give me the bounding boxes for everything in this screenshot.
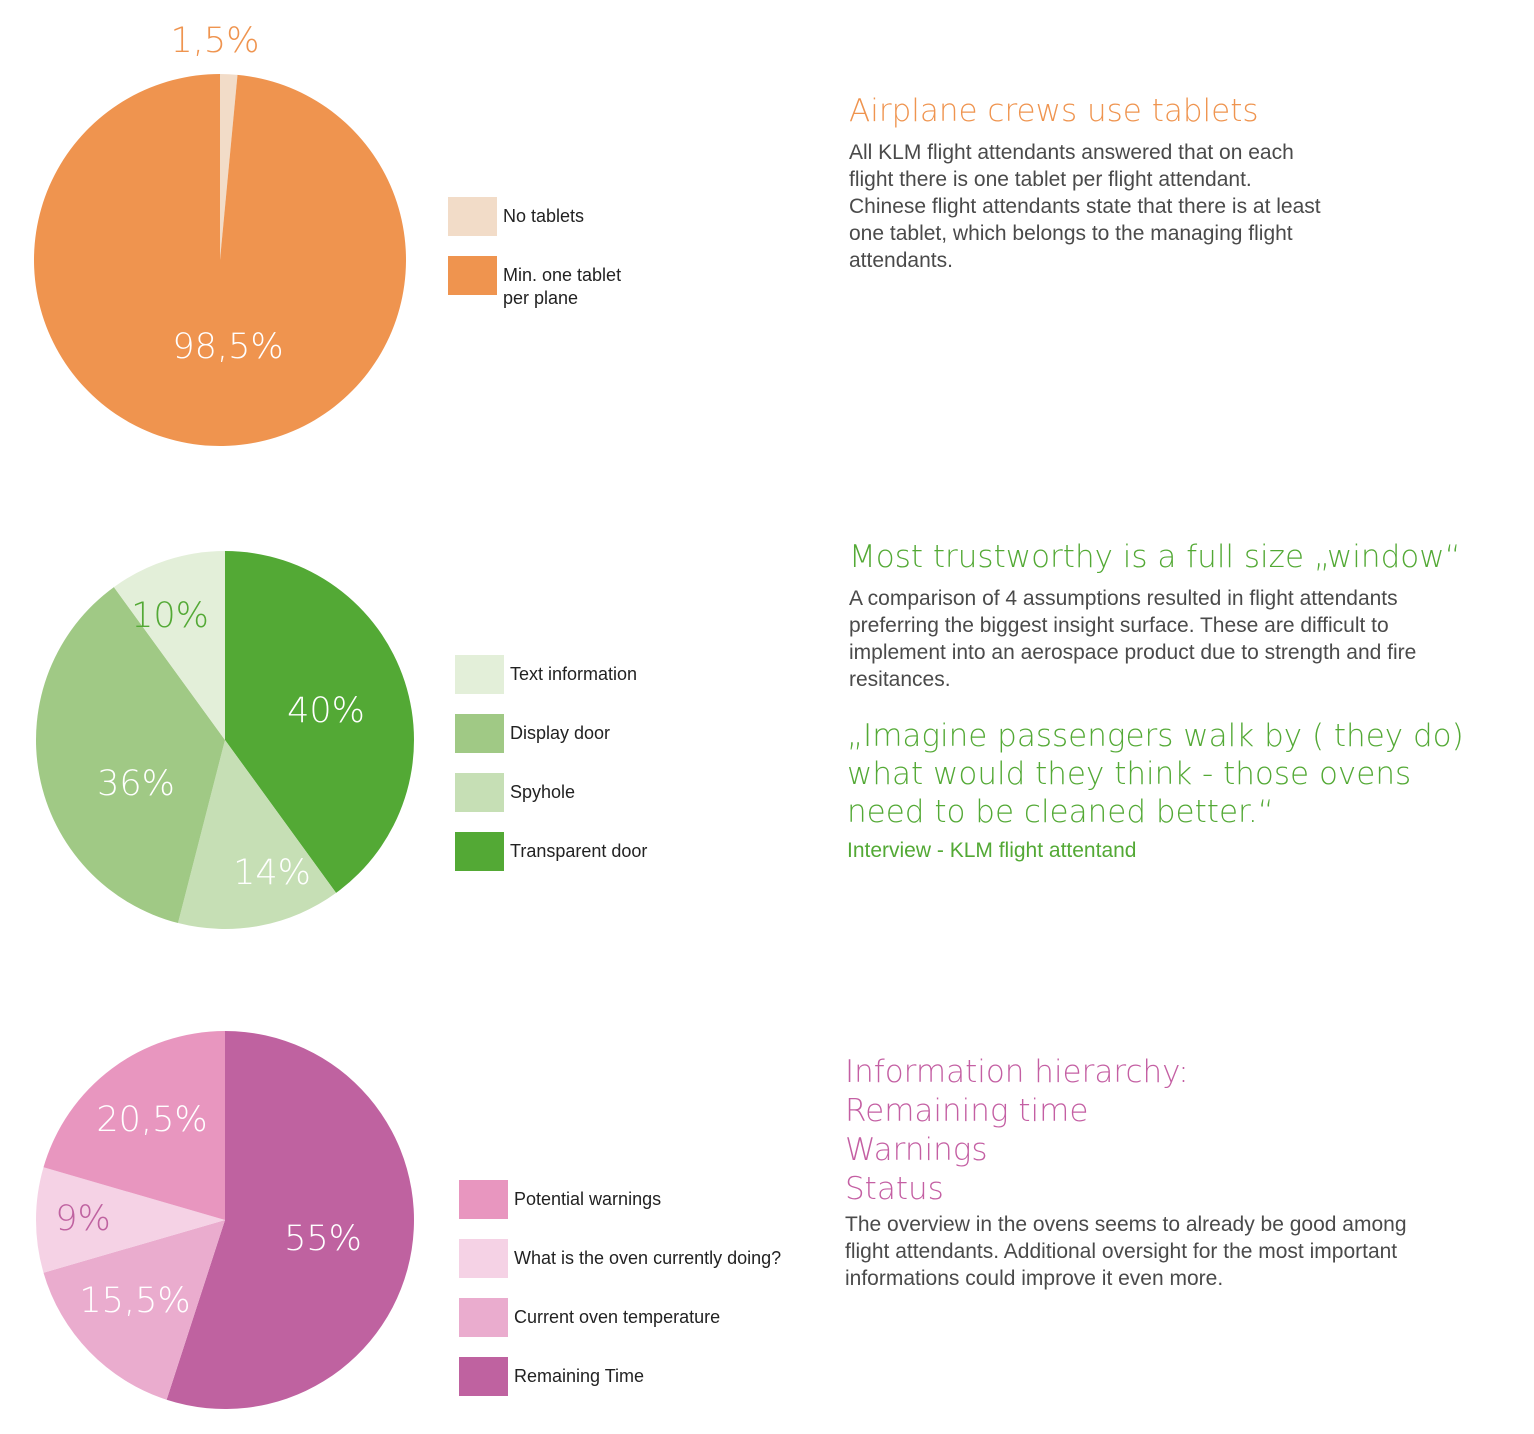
pie-slice [43,1031,226,1220]
pie-slice [177,740,337,929]
legend-swatch [459,1180,508,1219]
slice-value-label: 10% [131,596,209,636]
legend-item: Display door [455,714,647,753]
heading-line: Information hierarchy: [845,1054,1189,1090]
legend-window: Text information Display door Spyhole Trans… [455,655,647,891]
legend-swatch [455,655,504,694]
pie-slice [43,1220,226,1400]
legend-item: Min. one tablet per plane [448,256,621,308]
slice-value-label: 20,5% [96,1100,207,1140]
heading-line: Airplane crews use tablets [849,93,1259,129]
legend-item: Potential warnings [459,1180,781,1219]
quote-attribution: Interview - KLM flight attentand [847,839,1137,862]
pie-chart-information: 55% 15,5% 9% 20,5% [35,1031,414,1409]
heading-line: Status [845,1171,944,1207]
pie-slice [34,74,406,446]
pie-slice [166,1031,414,1409]
legend-label: What is the oven currently doing? [514,1248,782,1268]
legend-label: Text information [510,664,638,684]
section-tablets: Airplane crews use tablets All KLM fligh… [849,92,1329,274]
legend-label: Remaining Time [514,1366,645,1386]
legend-label: Potential warnings [514,1189,662,1209]
section-heading: Most trustworthy is a full size „window“ [849,538,1489,577]
section-body: The overview in the ovens seems to alrea… [845,1213,1407,1290]
pie-slice [220,74,238,260]
legend-label: Spyhole [510,782,576,802]
legend-swatch [459,1357,508,1396]
legend-item: Spyhole [455,773,647,812]
legend-label: Current oven temperature [514,1307,721,1327]
legend-item: Current oven temperature [459,1298,781,1337]
slice-value-label: 98,5% [172,327,283,367]
legend-swatch [455,773,504,812]
pie-chart-window: 40% 14% 36% 10% [35,551,414,929]
legend-swatch [455,714,504,753]
heading-line: Remaining time [845,1093,1089,1129]
pie-slice [113,551,225,740]
pie-slice [225,551,414,893]
legend-item: No tablets [448,197,621,236]
legend-swatch [459,1298,508,1337]
legend-item: What is the oven currently doing? [459,1239,781,1278]
pie-chart-tablets: 1,5% 98,5% [34,21,406,446]
legend-swatch [448,256,497,295]
heading-line: Warnings [845,1132,988,1168]
section-window: Most trustworthy is a full size „window“… [847,538,1489,864]
section-body: All KLM flight attendants answered that … [849,141,1321,272]
legend-tablets: No tablets Min. one tablet per plane [448,197,621,315]
legend-item: Remaining Time [459,1357,781,1396]
legend-item: Text information [455,655,647,694]
pie-slice [35,1167,225,1273]
legend-label: Display door [510,723,611,743]
legend-label: Transparent door [510,841,648,861]
section-heading: Information hierarchy: Remaining time Wa… [845,1053,1485,1209]
heading-line: Most trustworthy is a full size „window“ [849,539,1461,575]
section-heading: Airplane crews use tablets [849,92,1329,131]
slice-value-label: 15,5% [79,1281,190,1321]
legend-swatch [455,832,504,871]
legend-information: Potential warnings What is the oven curre… [459,1180,781,1416]
slice-value-label: 1,5% [171,21,260,61]
legend-label: No tablets [503,206,585,226]
section-body: A comparison of 4 assumptions resulted i… [849,587,1417,691]
legend-swatch [459,1239,508,1278]
slice-value-label: 36% [97,764,175,804]
slice-value-label: 9% [55,1199,111,1239]
section-information: Information hierarchy: Remaining time Wa… [845,1053,1485,1292]
interview-quote: „Imagine passengers walk by ( they do) w… [847,718,1464,830]
pie-slice [35,587,225,924]
legend-label: Min. one tablet per plane [503,265,622,308]
slice-value-label: 40% [287,691,365,731]
slice-value-label: 14% [233,853,311,893]
legend-swatch [448,197,497,236]
legend-item: Transparent door [455,832,647,871]
slice-value-label: 55% [284,1219,362,1259]
